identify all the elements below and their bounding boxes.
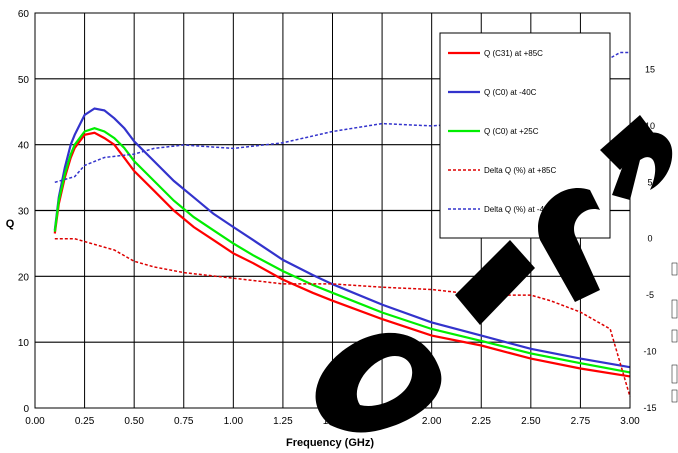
side-text-fragment — [671, 364, 678, 384]
y2-tick-label: 5 — [647, 177, 652, 187]
side-text-fragment — [671, 389, 678, 403]
x-tick-label: 2.75 — [571, 416, 591, 427]
legend-label: Delta Q (%) at +85C — [484, 166, 556, 175]
y-tick-label: 50 — [18, 75, 30, 86]
y2-tick-label: -5 — [646, 290, 654, 300]
series-line — [53, 131, 631, 378]
y2-tick-label: -10 — [643, 347, 656, 357]
side-text-fragment — [671, 262, 678, 276]
series-line — [53, 127, 631, 374]
x-tick-label: 2.00 — [422, 416, 442, 427]
y-tick-label: 60 — [18, 9, 30, 20]
y2-tick-label: 10 — [645, 121, 655, 131]
y2-tick-label: -15 — [643, 403, 656, 413]
legend-label: Delta Q (%) at -40C — [484, 205, 554, 214]
x-axis-title: Frequency (GHz) — [286, 437, 374, 449]
series-line — [54, 237, 631, 397]
side-text-fragment — [671, 299, 678, 319]
series-line — [53, 107, 631, 369]
x-tick-label: 0.00 — [25, 416, 45, 427]
x-tick-label: 0.25 — [75, 416, 95, 427]
x-tick-label: 2.25 — [472, 416, 492, 427]
x-tick-label: 1.00 — [224, 416, 244, 427]
y2-tick-label: 0 — [647, 234, 652, 244]
y-tick-label: 30 — [18, 207, 30, 218]
x-tick-label: 0.50 — [124, 416, 144, 427]
y-tick-label: 10 — [18, 338, 30, 349]
legend-label: Q (C31) at +85C — [484, 49, 543, 58]
x-tick-label: 0.75 — [174, 416, 194, 427]
y2-tick-label: 15 — [645, 64, 655, 74]
side-text-fragment — [671, 329, 678, 343]
x-tick-label: 1.25 — [273, 416, 293, 427]
x-tick-label: 2.50 — [521, 416, 541, 427]
y-axis-title: Q — [6, 218, 15, 230]
legend-label: Q (C0) at -40C — [484, 88, 537, 97]
y-tick-label: 20 — [18, 272, 30, 283]
x-tick-label: 3.00 — [620, 416, 640, 427]
y-tick-label: 40 — [18, 141, 30, 152]
watermark — [315, 115, 673, 433]
right-edge-text — [671, 262, 678, 403]
legend-label: Q (C0) at +25C — [484, 127, 539, 136]
y-tick-label: 0 — [23, 404, 29, 415]
